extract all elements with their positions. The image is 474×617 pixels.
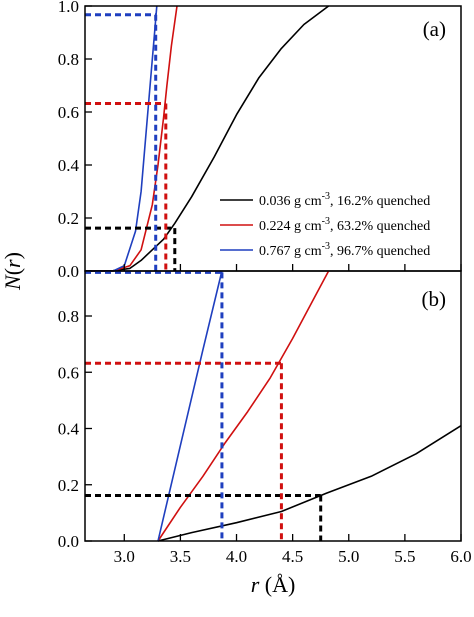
panel-b-ytick-label-1: 0.0 (58, 532, 79, 551)
panel-b-ytick-label-4: 0.6 (58, 363, 79, 382)
panel-b-xtick-label-5: 5.0 (338, 547, 359, 566)
panel-a-label: (a) (423, 17, 446, 41)
panel-a-plot-content (84, 5, 330, 272)
panel-a-series-line-3 (85, 5, 158, 272)
legend-entry-1-exp: -3 (322, 191, 330, 202)
panel-b-series-line-2 (157, 270, 330, 542)
panel-b-xtick-label-7: 6.0 (450, 547, 471, 566)
legend-entry-3-value: 0.767 (259, 244, 291, 259)
legend-entry-2: 0.224 g cm-3, 63.2% quenched (259, 216, 430, 234)
panel-a-ticks: 0.0 0.2 0.4 0.6 0.8 1.0 (58, 0, 462, 281)
panel-b-ytick-label-2: 0.2 (58, 476, 79, 495)
legend-entry-1: 0.036 g cm-3, 16.2% quenched (259, 191, 430, 209)
x-axis-title-var: r (251, 572, 260, 597)
panel-b-plot-content (85, 270, 462, 542)
panel-a-series-line-2 (85, 5, 178, 272)
panel-b-xtick-label-1: 3.0 (114, 547, 135, 566)
panel-b-frame (84, 270, 462, 542)
panel-a-ytick-label-4: 0.6 (58, 103, 79, 122)
panel-b-series-line-3 (157, 270, 223, 542)
panel-b-label: (b) (422, 287, 447, 311)
panel-a-ytick-label-3: 0.4 (58, 156, 80, 175)
panel-b-xtick-label-6: 5.5 (394, 547, 415, 566)
y-axis-title-var: N (0, 274, 25, 291)
panel-b: 0.0 0.2 0.4 0.6 0.8 3.0 3.5 4.0 4.5 5.0 5.5 6.0 (b) (58, 270, 472, 566)
legend: 0.036 g cm-3, 16.2% quenched 0.224 g cm-… (220, 191, 430, 259)
panel-a-ytick-label-6: 1.0 (58, 0, 79, 16)
panel-b-series-line-1 (157, 425, 462, 542)
y-axis-title-close: ) (0, 252, 25, 259)
panel-b-xtick-label-3: 4.0 (226, 547, 247, 566)
legend-entry-2-value: 0.224 (259, 219, 291, 234)
y-axis-title-open: ( (0, 268, 25, 275)
legend-entry-1-rest: , 16.2% quenched (330, 194, 430, 209)
panel-a-ytick-label-5: 0.8 (58, 50, 79, 69)
panel-a-ytick-label-2: 0.2 (58, 209, 79, 228)
x-axis-title-unit: (Å) (259, 572, 295, 597)
legend-entry-3-unit: g cm (291, 244, 322, 259)
x-axis-title: r (Å) (251, 572, 296, 597)
panel-b-xtick-label-2: 3.5 (170, 547, 191, 566)
legend-entry-2-unit: g cm (291, 219, 322, 234)
panel-b-ytick-label-3: 0.4 (58, 420, 80, 439)
panel-b-xtick-label-4: 4.5 (282, 547, 303, 566)
legend-entry-3-exp: -3 (322, 241, 330, 252)
legend-entry-2-exp: -3 (322, 216, 330, 227)
legend-entry-1-unit: g cm (291, 194, 322, 209)
panel-a-series-line-1 (84, 5, 330, 272)
panel-a-ytick-label-1: 0.0 (58, 262, 79, 281)
y-axis-title: N(r) (0, 252, 25, 291)
legend-entry-1-value: 0.036 (259, 194, 291, 209)
legend-entry-2-rest: , 63.2% quenched (330, 219, 430, 234)
panel-b-ticks: 0.0 0.2 0.4 0.6 0.8 3.0 3.5 4.0 4.5 5.0 5.5 6.0 (58, 307, 472, 566)
panel-a: 0.00.20.40.60.81.0 (a) 0.036 g cm-3, 16.… (58, 0, 462, 281)
y-axis-title-arg: r (0, 259, 25, 268)
legend-entry-3: 0.767 g cm-3, 96.7% quenched (259, 241, 430, 259)
panel-b-ytick-label-5: 0.8 (58, 307, 79, 326)
legend-entry-3-rest: , 96.7% quenched (330, 244, 430, 259)
